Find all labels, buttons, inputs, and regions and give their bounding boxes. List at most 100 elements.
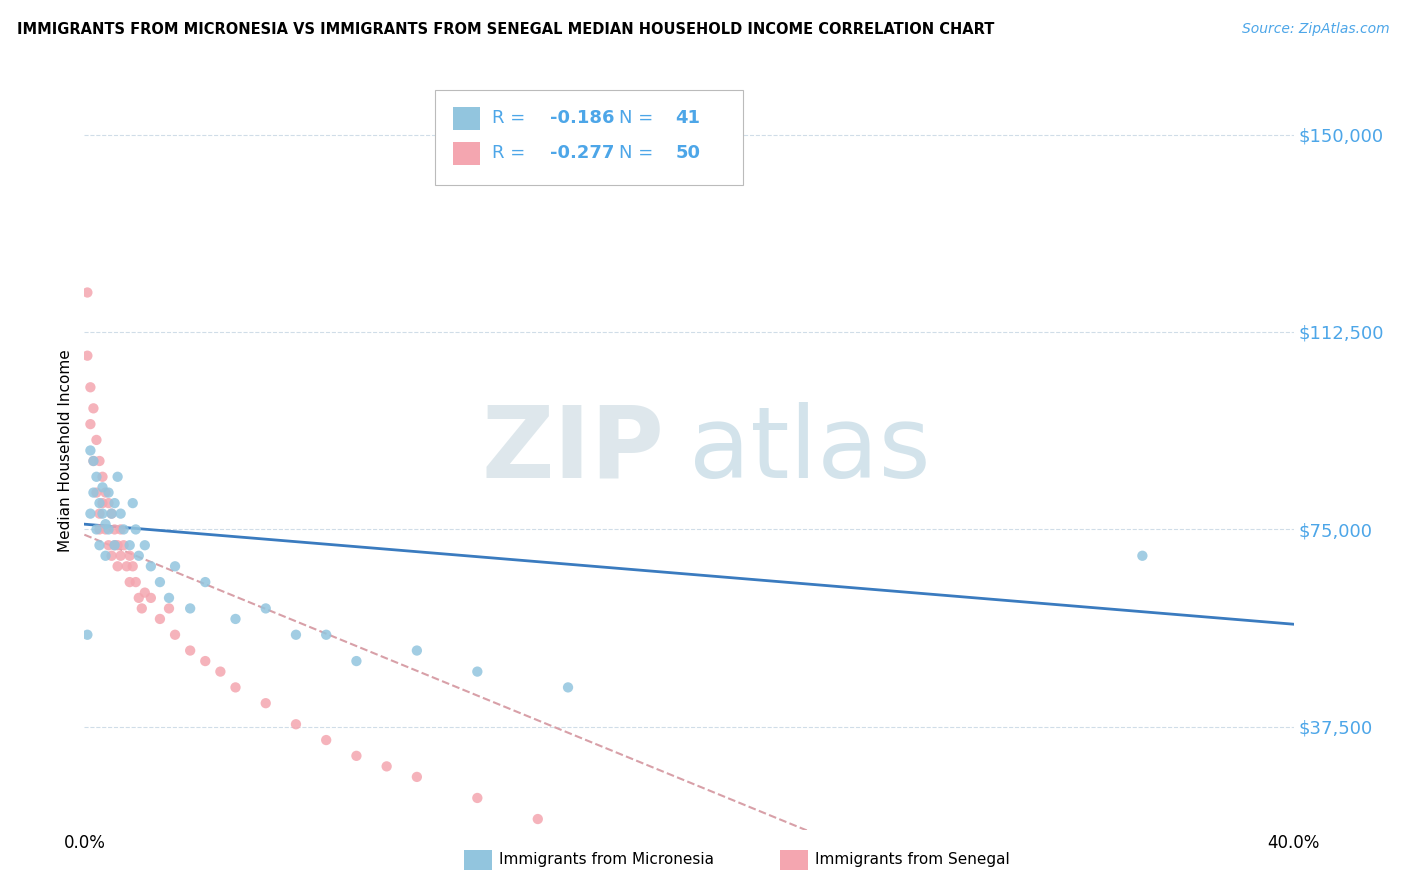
Text: ZIP: ZIP [482, 402, 665, 499]
Point [86, 470, 108, 484]
Point [110, 549, 132, 563]
Point [94, 523, 117, 537]
Point [315, 628, 337, 642]
Point [121, 496, 143, 510]
Point [134, 585, 156, 599]
Point [107, 559, 129, 574]
Point [82, 401, 104, 416]
Point [467, 791, 489, 805]
Point [76, 285, 98, 300]
Point [125, 575, 148, 590]
Text: IMMIGRANTS FROM MICRONESIA VS IMMIGRANTS FROM SENEGAL MEDIAN HOUSEHOLD INCOME CO: IMMIGRANTS FROM MICRONESIA VS IMMIGRANTS… [17, 22, 994, 37]
Point [315, 733, 337, 747]
Text: 41: 41 [676, 110, 700, 128]
Point [89, 454, 111, 468]
Text: N =: N = [619, 110, 659, 128]
Point [121, 559, 143, 574]
Point [1130, 549, 1153, 563]
Point [285, 717, 308, 731]
Text: -0.186: -0.186 [550, 110, 614, 128]
Point [91, 480, 114, 494]
Point [112, 523, 135, 537]
Point [79, 443, 101, 458]
Point [115, 559, 138, 574]
Point [104, 538, 127, 552]
Point [104, 496, 127, 510]
Point [89, 507, 111, 521]
Point [82, 485, 104, 500]
Point [149, 612, 172, 626]
Point [118, 575, 141, 590]
Point [125, 523, 148, 537]
Point [254, 696, 277, 710]
Point [86, 433, 108, 447]
Point [91, 507, 114, 521]
Point [209, 665, 232, 679]
Point [97, 538, 120, 552]
Point [157, 601, 180, 615]
Point [254, 601, 277, 615]
Point [89, 523, 111, 537]
Point [94, 517, 117, 532]
Point [134, 538, 156, 552]
Bar [453, 107, 479, 129]
Point [139, 591, 162, 605]
Point [118, 549, 141, 563]
Point [79, 507, 101, 521]
Point [97, 485, 120, 500]
Point [149, 575, 172, 590]
Point [97, 496, 120, 510]
Bar [453, 142, 479, 165]
Point [346, 654, 368, 668]
Text: N =: N = [619, 145, 659, 162]
Point [91, 496, 114, 510]
Point [406, 643, 429, 657]
Point [76, 628, 98, 642]
Point [86, 523, 108, 537]
Point [79, 417, 101, 431]
Text: R =: R = [492, 145, 531, 162]
Point [557, 681, 579, 695]
Point [346, 748, 368, 763]
Point [110, 507, 132, 521]
Point [139, 559, 162, 574]
Y-axis label: Median Household Income: Median Household Income [58, 349, 73, 552]
Point [89, 538, 111, 552]
Point [527, 812, 550, 826]
Point [94, 549, 117, 563]
Point [194, 575, 217, 590]
Point [104, 538, 127, 552]
Point [79, 380, 101, 394]
Point [91, 470, 114, 484]
Point [128, 591, 150, 605]
Point [165, 559, 187, 574]
Point [76, 349, 98, 363]
Point [100, 507, 122, 521]
Point [118, 538, 141, 552]
Point [107, 538, 129, 552]
Text: Immigrants from Micronesia: Immigrants from Micronesia [499, 853, 714, 867]
Point [112, 538, 135, 552]
Text: 50: 50 [676, 145, 700, 162]
Point [225, 681, 247, 695]
Point [165, 628, 187, 642]
Point [82, 454, 104, 468]
Point [131, 601, 153, 615]
Point [94, 485, 117, 500]
Point [406, 770, 429, 784]
Point [285, 628, 308, 642]
Point [179, 601, 201, 615]
FancyBboxPatch shape [434, 90, 744, 186]
Point [194, 654, 217, 668]
Point [157, 591, 180, 605]
Point [225, 612, 247, 626]
Text: Immigrants from Senegal: Immigrants from Senegal [815, 853, 1011, 867]
Point [179, 643, 201, 657]
Point [110, 523, 132, 537]
Point [104, 523, 127, 537]
Point [100, 549, 122, 563]
Point [100, 507, 122, 521]
Text: R =: R = [492, 110, 531, 128]
Point [86, 485, 108, 500]
Point [467, 665, 489, 679]
